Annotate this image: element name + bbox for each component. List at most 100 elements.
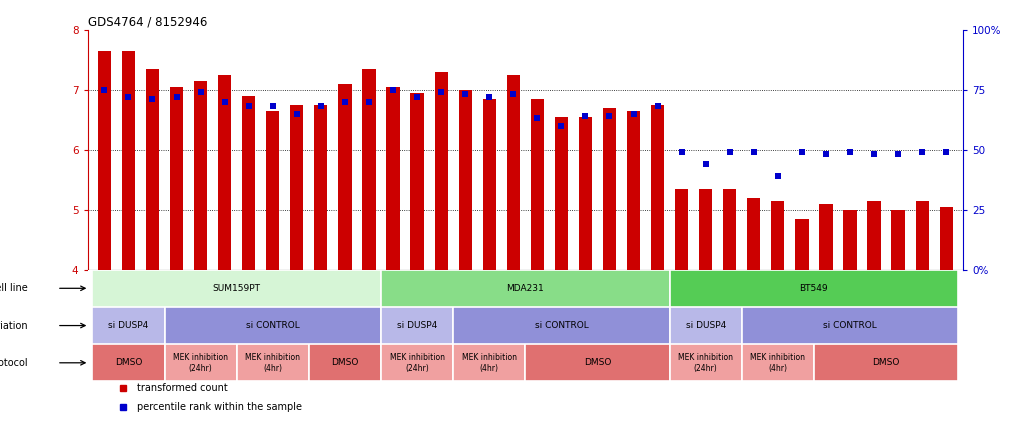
Bar <box>93 307 165 344</box>
Point <box>481 93 497 100</box>
Text: genotype/variation: genotype/variation <box>0 321 28 330</box>
Text: MEK inhibition
(4hr): MEK inhibition (4hr) <box>245 353 301 373</box>
Text: SUM159PT: SUM159PT <box>212 284 261 293</box>
Bar <box>747 198 760 270</box>
Bar <box>742 307 958 344</box>
Bar <box>93 344 165 382</box>
Point <box>746 148 762 155</box>
Point <box>602 113 618 119</box>
Point <box>313 103 330 110</box>
Text: BT549: BT549 <box>799 284 828 293</box>
Point <box>121 93 137 100</box>
Text: DMSO: DMSO <box>584 358 611 367</box>
Bar <box>771 201 785 270</box>
Text: percentile rank within the sample: percentile rank within the sample <box>137 402 302 412</box>
Point <box>553 122 570 129</box>
Bar <box>194 81 207 270</box>
Bar <box>93 270 381 307</box>
Text: si DUSP4: si DUSP4 <box>108 321 148 330</box>
Text: si DUSP4: si DUSP4 <box>397 321 437 330</box>
Bar <box>381 344 453 382</box>
Bar <box>290 104 304 270</box>
Point <box>193 89 209 96</box>
Text: si DUSP4: si DUSP4 <box>686 321 726 330</box>
Bar <box>453 307 670 344</box>
Bar <box>453 344 525 382</box>
Point <box>577 113 593 119</box>
Bar <box>242 96 255 270</box>
Bar <box>483 99 495 270</box>
Text: MEK inhibition
(4hr): MEK inhibition (4hr) <box>750 353 805 373</box>
Bar <box>237 344 309 382</box>
Text: transformed count: transformed count <box>137 383 228 393</box>
Text: GDS4764 / 8152946: GDS4764 / 8152946 <box>88 16 207 28</box>
Bar <box>670 307 742 344</box>
Point <box>216 98 233 105</box>
Point <box>240 103 256 110</box>
Bar <box>458 90 472 270</box>
Text: si CONTROL: si CONTROL <box>535 321 588 330</box>
Bar <box>892 210 904 270</box>
Bar <box>530 99 544 270</box>
Bar <box>742 344 814 382</box>
Text: MEK inhibition
(4hr): MEK inhibition (4hr) <box>461 353 517 373</box>
Point <box>674 148 690 155</box>
Bar <box>386 87 400 270</box>
Point <box>144 96 161 103</box>
Bar <box>218 74 232 270</box>
Bar <box>603 107 616 270</box>
Bar <box>381 307 453 344</box>
Point <box>337 98 353 105</box>
Bar <box>699 189 713 270</box>
Bar <box>410 93 423 270</box>
Point <box>288 110 305 117</box>
Point <box>794 148 811 155</box>
Bar <box>670 270 958 307</box>
Point <box>360 98 377 105</box>
Point <box>769 173 786 179</box>
Bar <box>435 71 448 270</box>
Text: si CONTROL: si CONTROL <box>823 321 877 330</box>
Text: MEK inhibition
(24hr): MEK inhibition (24hr) <box>173 353 228 373</box>
Text: si CONTROL: si CONTROL <box>246 321 300 330</box>
Bar <box>555 117 568 270</box>
Bar <box>939 207 953 270</box>
Point <box>938 148 955 155</box>
Point <box>649 103 665 110</box>
Point <box>890 151 906 158</box>
Bar <box>381 270 670 307</box>
Bar <box>525 344 670 382</box>
Bar <box>170 87 183 270</box>
Bar <box>98 51 111 270</box>
Point <box>457 91 474 98</box>
Bar <box>651 104 664 270</box>
Bar <box>627 111 641 270</box>
Point <box>96 86 112 93</box>
Bar <box>363 69 376 270</box>
Bar <box>338 84 351 270</box>
Bar <box>309 344 381 382</box>
Point <box>697 161 714 168</box>
Bar <box>819 203 832 270</box>
Bar <box>723 189 736 270</box>
Bar <box>814 344 958 382</box>
Bar <box>675 189 688 270</box>
Bar <box>146 69 159 270</box>
Text: protocol: protocol <box>0 358 28 368</box>
Text: MEK inhibition
(24hr): MEK inhibition (24hr) <box>389 353 445 373</box>
Point <box>842 148 858 155</box>
Bar <box>314 104 328 270</box>
Text: MEK inhibition
(24hr): MEK inhibition (24hr) <box>678 353 733 373</box>
Text: DMSO: DMSO <box>872 358 900 367</box>
Point <box>818 151 834 158</box>
Point <box>265 103 281 110</box>
Bar <box>266 111 279 270</box>
Point <box>409 93 425 100</box>
Point <box>529 115 546 122</box>
Bar <box>165 307 381 344</box>
Point <box>914 148 930 155</box>
Point <box>721 148 737 155</box>
Point <box>505 91 521 98</box>
Text: DMSO: DMSO <box>114 358 142 367</box>
Bar <box>844 210 857 270</box>
